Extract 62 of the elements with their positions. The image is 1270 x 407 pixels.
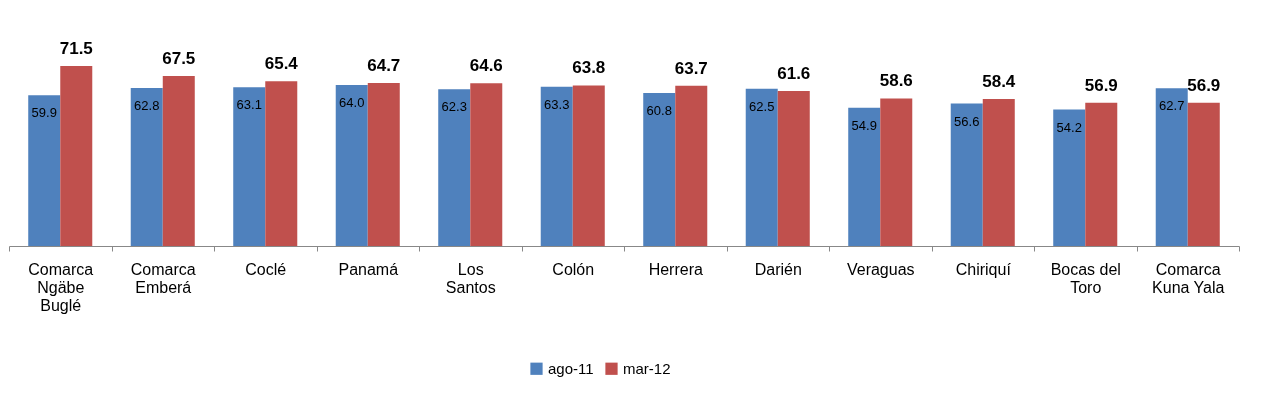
bar [675,85,708,246]
bar [438,89,471,246]
legend-label: ago-11 [548,359,594,377]
bar [470,83,503,246]
data-label: 63.7 [674,58,708,78]
x-tick-label: Herrera [648,260,703,278]
data-label: 64.6 [469,56,503,76]
x-tick-label: Coclé [245,260,287,278]
bar [777,90,810,246]
data-label: 62.3 [441,99,467,115]
x-tick-label: Colón [552,260,595,278]
data-label: 58.6 [879,71,913,91]
bar [233,87,266,246]
bar [1187,102,1220,246]
data-label: 62.5 [749,98,775,114]
data-label: 63.1 [236,97,262,113]
x-tick-label: Veraguas [846,260,915,278]
bar [848,107,881,246]
bar [162,76,195,246]
data-label: 63.8 [572,58,606,78]
bar [572,85,605,246]
x-tick-label: Chiriquí [955,260,1012,278]
x-tick-label: Comarca Emberá [130,260,196,296]
bar [335,84,368,246]
data-label: 67.5 [162,49,196,69]
bar [643,92,676,246]
data-label: 64.0 [339,94,365,110]
bar [982,98,1015,246]
data-label: 62.8 [134,97,160,113]
bar [1155,88,1188,246]
data-label: 54.2 [1056,119,1082,135]
x-tick-label: Los Santos [445,260,496,296]
bar [367,83,400,246]
data-label: 65.4 [264,54,299,74]
x-tick-label: Darién [754,260,802,278]
bar [130,87,163,246]
data-label: 56.6 [954,113,980,129]
bar [745,88,778,246]
data-label: 59.9 [31,105,57,121]
x-tick-label: Panamá [338,260,399,278]
data-label: 71.5 [59,39,93,58]
data-label: 54.9 [851,117,877,133]
bar [1053,109,1086,246]
x-tick-label: Comarca Kuna Yala [1152,260,1225,296]
bar [28,95,61,246]
bar [540,86,573,246]
data-label: 56.9 [1084,75,1118,95]
data-label: 64.7 [367,56,401,76]
data-label: 61.6 [777,63,811,83]
data-label: 63.3 [544,96,570,112]
x-tick-label: Comarca Ngäbe Buglé [28,260,94,314]
x-tick-label: Bocas del Toro [1050,260,1121,296]
bar [1085,102,1118,246]
data-label: 62.7 [1159,98,1185,114]
data-label: 60.8 [646,102,672,118]
bar [950,103,983,246]
bar [60,66,93,246]
data-label: 58.4 [982,71,1016,91]
data-label: 56.9 [1187,75,1221,95]
bar [880,98,913,246]
legend-label: mar-12 [623,359,671,377]
bar [265,81,298,246]
